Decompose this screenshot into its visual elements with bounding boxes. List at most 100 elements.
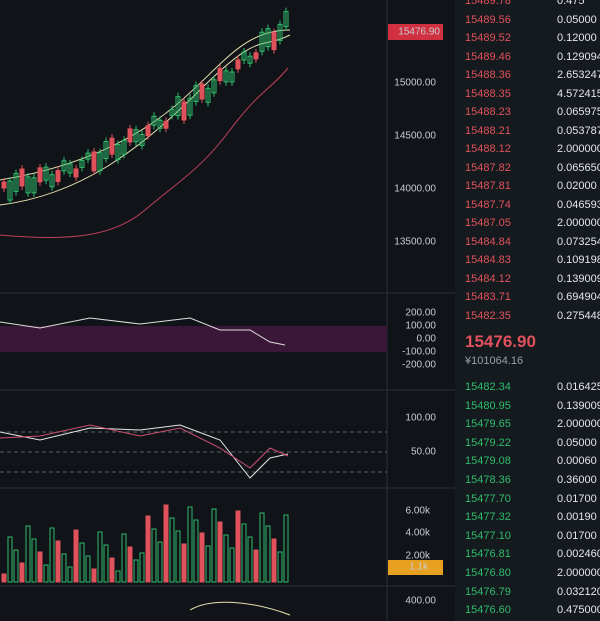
order-row[interactable]: 15487.81 0.02000: [455, 177, 600, 195]
volume-bar: [109, 557, 115, 583]
price: 15482.34: [465, 381, 511, 393]
order-row[interactable]: 15480.95 0.139009: [455, 397, 600, 415]
amount: 0.002460: [557, 548, 600, 561]
order-row[interactable]: 15488.21 0.053787: [455, 122, 600, 140]
candle-body: [163, 120, 169, 129]
axis-label: 13500.00: [394, 237, 436, 248]
order-row[interactable]: 15489.46 0.129094: [455, 48, 600, 66]
volume-bar: [247, 536, 253, 583]
volume-bar: [259, 512, 265, 583]
price: 15479.65: [465, 418, 511, 431]
price: 15477.32: [465, 511, 511, 524]
candle-body: [265, 28, 271, 48]
order-row[interactable]: 15487.74 0.046593: [455, 196, 600, 214]
price-tag: [388, 24, 443, 40]
candle-body: [283, 11, 289, 28]
volume-tag: [388, 560, 443, 575]
candle-body: [43, 166, 49, 181]
order-row[interactable]: 15484.83 0.109198: [455, 251, 600, 269]
order-row[interactable]: 15477.32 0.00190: [455, 508, 600, 526]
order-row[interactable]: 15476.60 0.475000: [455, 601, 600, 619]
amount: 2.000000: [557, 418, 600, 431]
amount: 0.475000: [557, 604, 600, 617]
amount: 2.653247: [557, 69, 600, 81]
amount: 0.00060: [557, 455, 597, 468]
price: 15477.10: [465, 529, 511, 542]
volume-bar: [85, 555, 91, 583]
volume-bars: [1, 504, 289, 583]
candle-body: [1, 181, 7, 189]
candle-body: [235, 59, 241, 70]
candle-body: [103, 141, 109, 160]
order-row[interactable]: 15488.36 2.653247: [455, 66, 600, 84]
order-row[interactable]: 15484.84 0.073254: [455, 233, 600, 251]
volume-bar: [187, 506, 193, 583]
price: 15488.12: [465, 143, 511, 155]
volume-bar: [229, 547, 235, 583]
candle-body: [169, 108, 175, 116]
axis-label: 15000.00: [394, 78, 436, 89]
candle-body: [91, 151, 97, 172]
order-row[interactable]: 15477.10 0.01700: [455, 527, 600, 545]
order-row[interactable]: 15487.82 0.065650: [455, 159, 600, 177]
order-row[interactable]: 15479.22 0.05000: [455, 434, 600, 452]
order-row[interactable]: 15482.35 0.275448: [455, 307, 600, 325]
candle-body: [205, 87, 211, 103]
volume-bar: [235, 510, 241, 583]
order-row[interactable]: 15483.71 0.694904: [455, 288, 600, 306]
volume-bar: [175, 530, 181, 583]
volume-bar: [43, 564, 49, 583]
amount: 0.01700: [557, 492, 597, 505]
candle-body: [247, 55, 253, 64]
order-book: 15476.90 ¥101064.16 15489.78 0.475 15489.5…: [455, 0, 600, 621]
order-row[interactable]: 15488.12 2.000000: [455, 140, 600, 158]
order-row[interactable]: 15476.81 0.002460: [455, 545, 600, 563]
volume-bar: [217, 521, 223, 583]
volume-bar: [223, 534, 229, 583]
indicator-band: [0, 326, 387, 352]
volume-bar: [181, 543, 187, 583]
order-row[interactable]: 15476.80 2.000000: [455, 564, 600, 582]
amount: 0.129094: [557, 50, 600, 63]
amount: 0.02000: [557, 180, 597, 192]
order-row[interactable]: 15488.23 0.065975: [455, 103, 600, 121]
order-row[interactable]: 15484.12 0.139009: [455, 270, 600, 288]
order-row[interactable]: 15476.79 0.032120: [455, 583, 600, 601]
candle-body: [211, 79, 217, 94]
price: 15487.82: [465, 161, 511, 174]
amount: 0.275448: [557, 309, 600, 322]
kline-chart: 15476.90 15000.00 14500.00 14000.00 13500.00…: [0, 0, 455, 621]
amount: 0.109198: [557, 254, 600, 266]
candle-body: [67, 163, 73, 174]
volume-bar: [127, 546, 133, 583]
order-row[interactable]: 15487.05 2.000000: [455, 214, 600, 232]
axis-label: 2.00k: [406, 551, 431, 562]
price: 15479.22: [465, 436, 511, 449]
order-row[interactable]: 15488.35 4.572415: [455, 85, 600, 103]
price: 15482.35: [465, 309, 511, 322]
cci-line: [0, 317, 286, 346]
order-row[interactable]: 15479.65 2.000000: [455, 415, 600, 433]
volume-bar: [241, 523, 247, 583]
order-row[interactable]: 15482.34 0.016425: [455, 378, 600, 396]
candle-body: [49, 174, 55, 188]
order-row[interactable]: 15489.56 0.05000: [455, 11, 600, 29]
order-row[interactable]: 15489.78 0.475: [455, 0, 600, 10]
order-row[interactable]: 15479.08 0.00060: [455, 452, 600, 470]
candle-body: [229, 71, 235, 83]
volume-bar: [139, 552, 145, 583]
order-row[interactable]: 15478.36 0.36000: [455, 471, 600, 489]
price: 15476.60: [465, 604, 511, 617]
candle-body: [271, 32, 277, 51]
cny-price: ¥101064.16: [465, 355, 524, 367]
price: 15478.36: [465, 474, 511, 486]
order-row[interactable]: 15477.70 0.01700: [455, 490, 600, 508]
price: 15489.56: [465, 13, 511, 26]
candle-body: [121, 139, 127, 155]
candle-body: [241, 51, 247, 61]
axis-label: 100.00: [405, 413, 436, 424]
price: 15487.05: [465, 217, 511, 229]
price: 15480.95: [465, 399, 511, 412]
volume-bar: [163, 504, 169, 583]
order-row[interactable]: 15489.52 0.12000: [455, 29, 600, 47]
